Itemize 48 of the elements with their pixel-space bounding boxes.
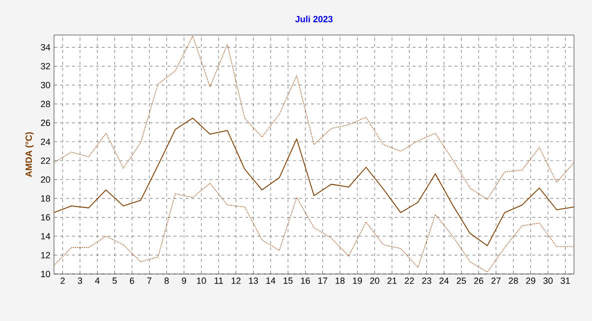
x-tick-label: 14 [266,278,276,284]
y-tick-label: 26 [40,120,50,126]
x-tick-label: 30 [543,278,553,284]
x-tick-label: 26 [474,278,484,284]
x-tick-label: 11 [214,278,223,284]
x-tick-label: 19 [353,278,362,284]
x-tick-label: 17 [318,278,328,284]
x-tick-label: 28 [508,278,518,284]
y-tick-label: 14 [41,233,50,240]
line-series [54,36,574,200]
line-series [54,118,574,246]
x-tick-label: 3 [78,278,82,284]
y-axis-title: AMDA (°C) [25,132,34,177]
x-tick-label: 18 [336,278,345,284]
x-tick-label: 21 [387,278,397,284]
y-tick-label: 16 [41,214,50,220]
x-tick-label: 16 [301,278,310,284]
line-series [54,182,574,273]
y-tick-label: 32 [40,62,50,70]
x-tick-label: 5 [112,278,117,284]
chart-title: Juli 2023 [295,16,333,22]
y-tick-label: 34 [40,44,50,50]
x-tick-label: 20 [370,278,380,284]
x-tick-label: 15 [284,278,293,284]
x-tick-label: 13 [249,278,258,284]
y-tick-label: 28 [40,100,50,108]
y-tick-label: 18 [41,195,50,202]
x-tick-label: 4 [95,278,100,284]
y-tick-label: 24 [40,138,50,145]
x-tick-label: 29 [526,278,536,284]
x-tick-label: 25 [456,278,466,284]
x-tick-label: 12 [232,278,241,284]
x-tick-label: 10 [197,278,206,284]
x-tick-label: 24 [439,278,449,284]
x-tick-label: 7 [147,278,152,284]
x-tick-label: 27 [491,278,501,284]
x-tick-label: 22 [404,278,414,284]
y-tick-label: 20 [40,176,50,183]
x-tick-label: 2 [60,278,65,284]
y-tick-label: 22 [40,158,50,164]
x-tick-label: 6 [130,278,134,284]
x-tick-label: 9 [182,278,186,284]
y-tick-label: 30 [40,82,50,88]
x-tick-label: 31 [560,278,570,284]
x-tick-label: 8 [164,278,169,284]
y-tick-label: 10 [41,270,50,278]
x-tick-label: 23 [422,278,432,284]
y-tick-label: 12 [41,252,50,258]
